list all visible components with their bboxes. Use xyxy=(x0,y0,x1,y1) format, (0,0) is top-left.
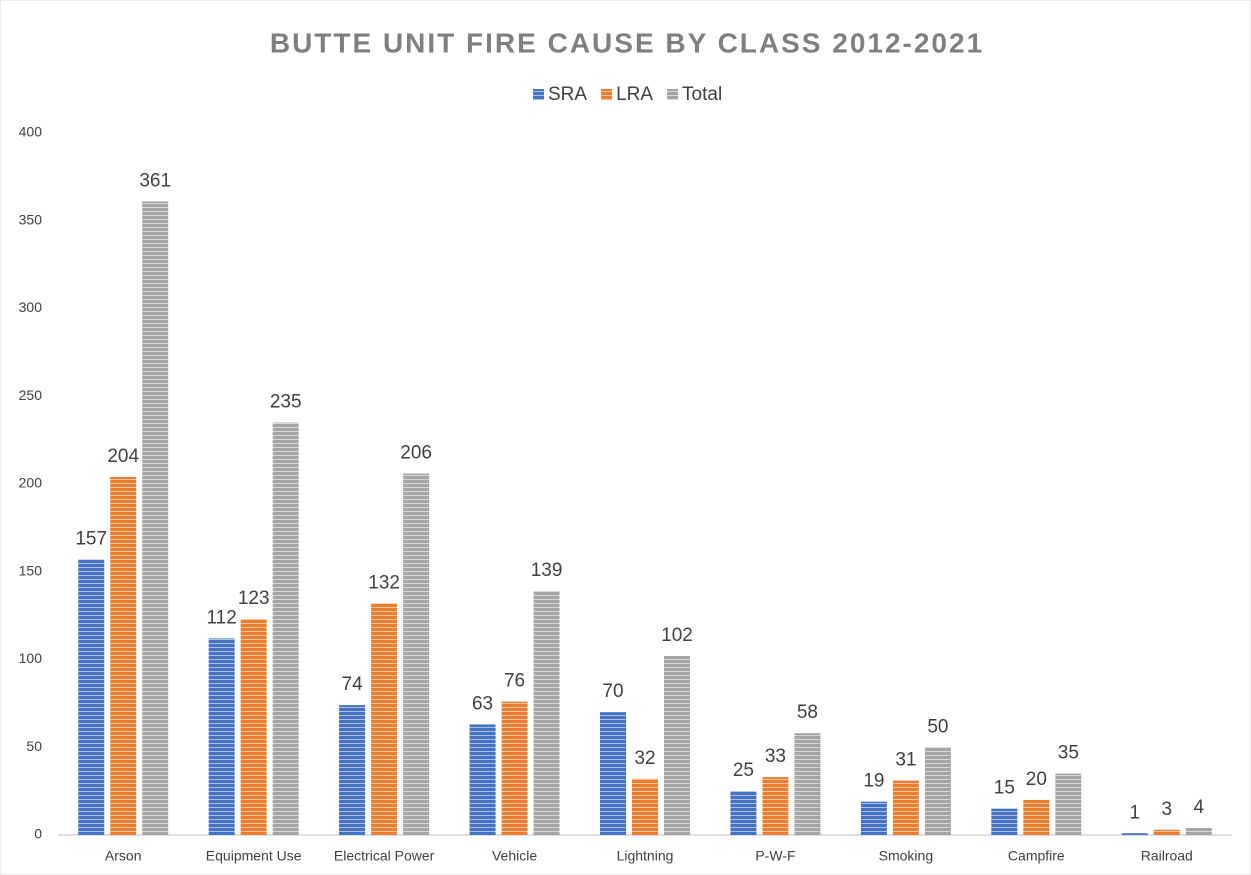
bar xyxy=(860,801,887,835)
data-label: 361 xyxy=(139,170,171,191)
bar xyxy=(339,705,366,835)
bar xyxy=(600,712,626,835)
bar xyxy=(1153,829,1180,835)
bar xyxy=(632,778,658,835)
bar xyxy=(272,422,299,835)
data-label: 206 xyxy=(400,442,432,463)
y-tick-label: 400 xyxy=(19,124,43,140)
data-label: 139 xyxy=(531,560,563,581)
data-label: 74 xyxy=(342,674,364,695)
bar xyxy=(371,603,398,835)
y-tick-label: 50 xyxy=(26,738,42,754)
bar xyxy=(533,591,560,835)
bar xyxy=(991,808,1018,835)
x-tick-label: Lightning xyxy=(617,848,674,864)
data-label: 3 xyxy=(1161,799,1172,820)
data-label: 31 xyxy=(895,750,916,771)
data-label: 58 xyxy=(797,702,818,723)
x-tick-label: Electrical Power xyxy=(334,848,435,864)
data-label: 204 xyxy=(107,446,139,467)
y-tick-label: 200 xyxy=(19,475,43,491)
data-label: 157 xyxy=(75,528,107,549)
y-tick-label: 250 xyxy=(19,387,43,403)
data-label: 33 xyxy=(765,746,786,767)
legend-swatch xyxy=(533,89,544,100)
data-label: 32 xyxy=(634,748,655,769)
y-tick-label: 300 xyxy=(19,299,43,315)
data-label: 50 xyxy=(927,716,948,737)
data-label: 123 xyxy=(238,588,270,609)
data-label: 4 xyxy=(1193,797,1204,818)
legend-swatch xyxy=(601,89,613,100)
x-tick-label: Equipment Use xyxy=(206,848,302,864)
x-tick-label: P-W-F xyxy=(755,848,795,864)
data-label: 20 xyxy=(1026,769,1047,790)
bar xyxy=(1121,833,1148,835)
x-tick-label: Vehicle xyxy=(492,848,537,864)
bar xyxy=(794,733,821,835)
y-tick-label: 350 xyxy=(19,211,43,227)
data-label: 235 xyxy=(270,392,302,413)
y-tick-label: 0 xyxy=(34,826,42,842)
bar xyxy=(1055,773,1082,835)
bar xyxy=(892,780,919,835)
x-tick-label: Railroad xyxy=(1141,848,1193,864)
data-label: 76 xyxy=(504,671,525,692)
bar xyxy=(208,638,235,835)
data-label: 35 xyxy=(1058,743,1079,764)
data-label: 63 xyxy=(472,693,493,714)
bar xyxy=(469,724,496,835)
x-tick-label: Smoking xyxy=(879,848,933,864)
bar xyxy=(142,201,169,835)
y-tick-label: 100 xyxy=(19,650,43,666)
bar xyxy=(403,473,430,835)
bar xyxy=(240,619,267,835)
legend-label: SRA xyxy=(548,84,587,105)
data-label: 1 xyxy=(1129,802,1140,823)
data-label: 132 xyxy=(368,572,400,593)
data-label: 15 xyxy=(994,778,1015,799)
bar xyxy=(78,559,105,835)
legend-label: LRA xyxy=(616,84,653,105)
bar xyxy=(762,777,789,835)
bar xyxy=(1185,827,1212,835)
data-label: 102 xyxy=(661,625,693,646)
bar xyxy=(664,655,690,835)
bar xyxy=(110,476,137,835)
x-tick-label: Arson xyxy=(105,848,142,864)
data-label: 25 xyxy=(733,760,754,781)
legend-swatch xyxy=(667,89,679,100)
chart-title: BUTTE UNIT FIRE CAUSE BY CLASS 2012-2021 xyxy=(270,27,984,58)
bar xyxy=(924,747,951,835)
data-label: 70 xyxy=(602,681,623,702)
legend-label: Total xyxy=(682,84,722,105)
data-label: 19 xyxy=(863,771,884,792)
bar xyxy=(730,791,757,835)
x-tick-label: Campfire xyxy=(1008,848,1065,864)
data-label: 112 xyxy=(207,607,237,628)
bar xyxy=(501,701,528,835)
y-tick-label: 150 xyxy=(19,562,43,578)
bar xyxy=(1023,799,1050,835)
